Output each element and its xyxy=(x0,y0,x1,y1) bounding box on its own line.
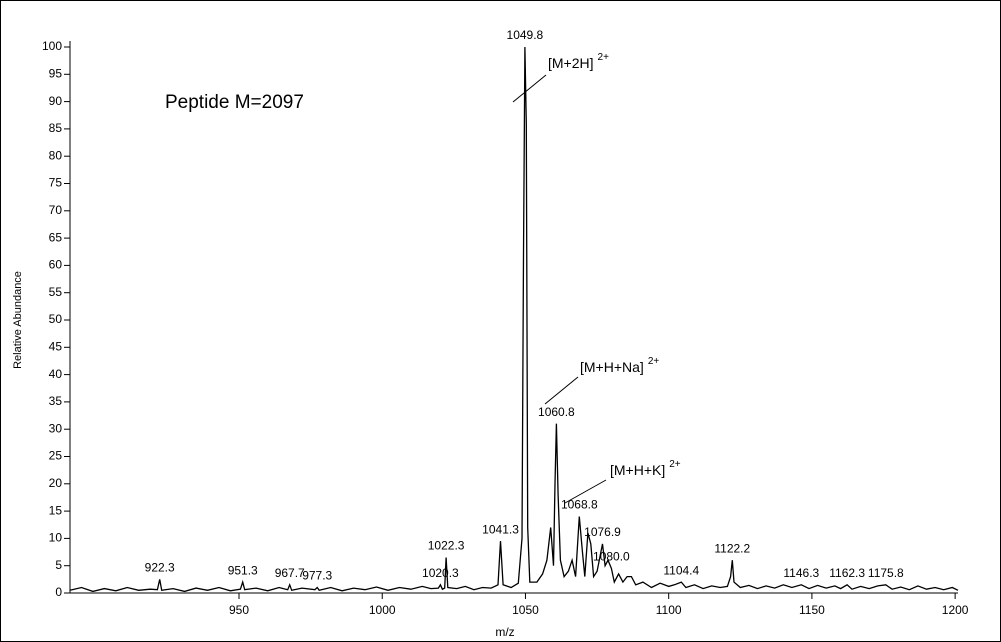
peak-label: 967.7 xyxy=(275,566,305,580)
peak-label: 1049.8 xyxy=(507,28,544,42)
annotation-sup: 2+ xyxy=(598,52,610,63)
y-tick-label: 90 xyxy=(49,94,63,108)
x-axis-label: m/z xyxy=(495,625,514,639)
chart-title: Peptide M=2097 xyxy=(165,92,304,113)
peak-label: 1122.2 xyxy=(714,541,750,555)
peak-label: 1060.8 xyxy=(538,405,575,419)
y-tick-label: 70 xyxy=(49,203,63,217)
y-tick-label: 65 xyxy=(49,230,63,244)
peak-label: 1162.3 xyxy=(829,566,865,580)
peak-label: 1076.9 xyxy=(584,525,621,539)
y-tick-label: 30 xyxy=(49,421,63,435)
annotation-sup: 2+ xyxy=(669,459,681,470)
annotation-leader xyxy=(564,479,607,504)
y-tick-label: 50 xyxy=(49,312,63,326)
peak-label: 1068.8 xyxy=(561,498,598,512)
x-tick-label: 1100 xyxy=(656,603,682,617)
y-tick-label: 45 xyxy=(49,339,63,353)
y-tick-label: 20 xyxy=(49,476,63,490)
x-tick-label: 1200 xyxy=(942,603,969,617)
x-tick-label: 950 xyxy=(229,603,249,617)
y-tick-label: 75 xyxy=(49,176,63,190)
peak-label: 1022.3 xyxy=(428,539,465,553)
x-tick-label: 1000 xyxy=(369,603,396,617)
annotation-leader xyxy=(512,74,547,103)
peak-label: 1175.8 xyxy=(868,566,904,580)
y-tick-label: 15 xyxy=(49,503,63,517)
y-tick-label: 55 xyxy=(49,285,63,299)
x-tick-label: 1050 xyxy=(512,603,539,617)
y-tick-label: 35 xyxy=(49,394,63,408)
annotation-text: [M+H+Na] xyxy=(580,359,644,375)
annotation-leader xyxy=(544,376,579,405)
y-tick-label: 10 xyxy=(49,531,63,545)
annotation: [M+2H] 2+ xyxy=(548,52,609,71)
y-tick-label: 0 xyxy=(55,585,62,599)
y-tick-label: 40 xyxy=(49,367,63,381)
x-tick-label: 1150 xyxy=(799,603,825,617)
peak-label: 1041.3 xyxy=(482,522,519,536)
y-tick-label: 80 xyxy=(49,148,63,162)
spectrum-line xyxy=(69,46,959,593)
peak-label: 922.3 xyxy=(145,561,175,575)
y-tick-label: 100 xyxy=(42,39,62,53)
y-tick-label: 85 xyxy=(49,121,63,135)
annotation: [M+H+K] 2+ xyxy=(610,459,681,478)
annotation-text: [M+H+K] xyxy=(610,462,665,478)
peak-label: 977.3 xyxy=(302,569,332,583)
peak-label: 1104.4 xyxy=(663,563,699,577)
annotation-sup: 2+ xyxy=(648,356,660,367)
y-tick-label: 25 xyxy=(49,449,63,463)
y-axis-label: Relative Abundance xyxy=(12,271,24,369)
annotation: [M+H+Na] 2+ xyxy=(580,356,659,375)
peak-label: 951.3 xyxy=(228,563,258,577)
peak-label: 1146.3 xyxy=(783,566,819,580)
y-tick-label: 60 xyxy=(49,258,63,272)
peak-label: 1080.0 xyxy=(593,550,630,564)
annotation-text: [M+2H] xyxy=(548,55,594,71)
y-tick-label: 5 xyxy=(55,558,62,572)
y-tick-label: 95 xyxy=(49,66,63,80)
peak-label: 1020.3 xyxy=(422,566,459,580)
